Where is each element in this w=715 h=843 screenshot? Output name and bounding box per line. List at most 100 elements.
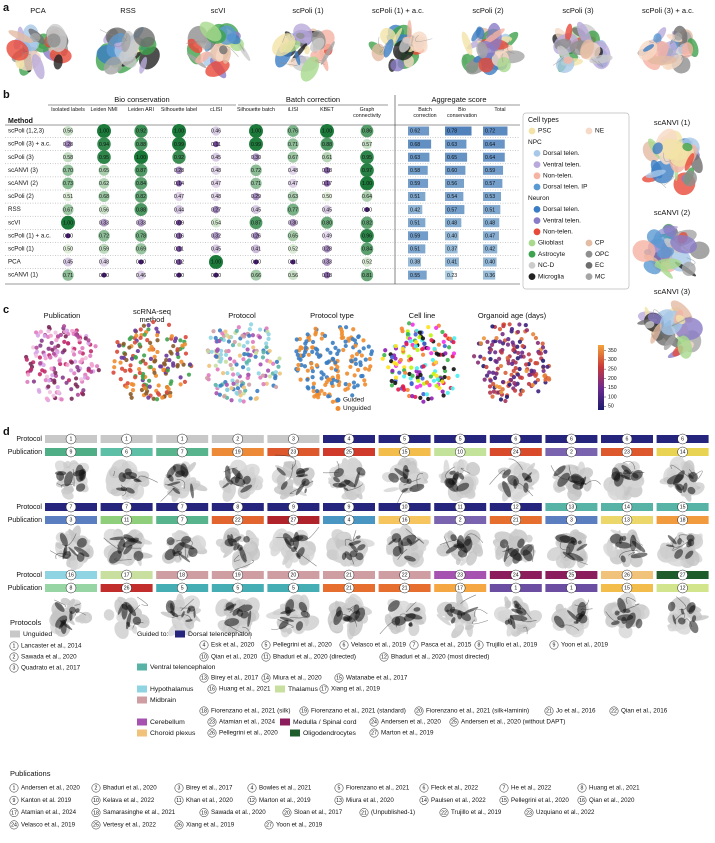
scatter-point (408, 339, 413, 344)
scatter-point (333, 345, 338, 350)
score-label: 0.30 (251, 155, 261, 161)
scatter-point (540, 358, 546, 363)
scatter-point (446, 345, 452, 350)
scatter-point (328, 350, 333, 355)
scatter-title: Cell line (409, 311, 436, 320)
legend-label: Fiorenzano et al., 2021 (silk) (211, 708, 290, 715)
umap-cluster (320, 41, 335, 65)
number-label: 6 (343, 643, 346, 649)
umap-embedding (436, 591, 489, 639)
number-label: 18 (201, 709, 207, 715)
scatter-point (178, 338, 183, 343)
legend-swatch (533, 150, 541, 157)
scatter-point (224, 333, 230, 338)
scatter-point (46, 346, 51, 351)
legend-swatch (585, 239, 593, 247)
scatter-point (434, 383, 439, 388)
scatter-point (298, 377, 303, 382)
umap-embedding (326, 529, 375, 567)
scatter-point (515, 356, 520, 361)
score-label: 0.82 (136, 194, 146, 200)
scatter-point (322, 333, 328, 339)
scatter-point (132, 340, 138, 345)
score-label: 0.88 (322, 142, 332, 148)
score-label: 0.23 (447, 273, 457, 279)
method-label: scANVI (3) (8, 167, 38, 174)
legend-label: Pasca et al., 2015 (421, 642, 472, 649)
score-label: 0.64 (485, 142, 495, 148)
number-label: 1 (13, 644, 16, 650)
legend-swatch (137, 729, 147, 737)
scatter-point (382, 353, 387, 358)
legend-label: Fiorenzano et al., 2021 (silk+laminin) (426, 708, 529, 715)
number-label: 9 (292, 505, 295, 511)
scatter-point (182, 379, 188, 384)
scatter-point (39, 338, 44, 343)
scatter-point (154, 326, 159, 331)
umap-cluster (272, 33, 296, 57)
umap-embedding (161, 529, 208, 564)
scatter-point (69, 360, 74, 365)
score-label: 0.70 (63, 168, 73, 174)
panel-label: c (3, 304, 9, 316)
umap-embedding (327, 593, 372, 640)
scatter-point (512, 388, 518, 393)
legend-label: Cerebellum (150, 719, 185, 726)
scatter-point (400, 346, 406, 351)
legend-label: Atamian et al., 2024 (21, 809, 77, 816)
legend-label: Birey et al., 2017 (186, 785, 233, 792)
scatter-point (533, 373, 538, 378)
umap-cluster (557, 45, 570, 60)
scatter-point (545, 364, 550, 369)
number-label: 12 (249, 798, 255, 804)
scatter-point (329, 366, 334, 371)
legend-label: Non-telen. (543, 173, 573, 180)
scatter-point (346, 336, 351, 341)
legend-swatch (137, 663, 147, 671)
number-label: 13 (569, 505, 575, 511)
scatter-point (125, 381, 130, 386)
scatter-point (535, 361, 540, 366)
scatter-point (276, 364, 281, 369)
umap-cluster (390, 59, 405, 72)
scatter-point (352, 338, 358, 343)
score-label: 0.92 (136, 129, 146, 135)
scatter-point (366, 344, 371, 349)
scatter-point (296, 362, 301, 368)
score-label: 0.65 (99, 168, 109, 174)
score-label: 0.00 (362, 207, 372, 213)
legend-label: Pellegrini et al., 2020 (219, 730, 278, 737)
legend-label: Dorsal telen. (543, 150, 580, 157)
scatter-point (247, 382, 252, 387)
scatter-point (481, 336, 487, 341)
umap-title: RSS (120, 6, 135, 15)
score-label: 0.48 (99, 260, 109, 266)
umap-trajectory (591, 58, 604, 67)
score-label: 0.28 (63, 142, 73, 148)
legend-label: NE (595, 128, 605, 135)
umap-cluster (304, 45, 310, 55)
legend-label: Huang et al., 2021 (219, 686, 271, 693)
scatter-point (48, 333, 53, 338)
scatter-point (482, 377, 487, 382)
number-label: 24 (513, 450, 519, 456)
scatter-point (414, 340, 419, 345)
score-label: 0.00 (211, 273, 221, 279)
scatter-point (535, 340, 540, 346)
umap-embedding (272, 23, 335, 82)
method-label: scVI (8, 219, 20, 226)
number-label: 7 (181, 518, 184, 524)
scatter-point (168, 393, 173, 399)
number-label: 4 (203, 643, 206, 649)
scatter-point (402, 387, 407, 392)
scatter-point (85, 376, 90, 381)
scatter-point (507, 382, 512, 387)
scatter-point (478, 354, 483, 359)
score-label: 0.56 (447, 181, 457, 187)
scatter-point (523, 322, 528, 328)
score-label: 0.71 (251, 181, 261, 187)
number-label: 8 (478, 643, 481, 649)
scatter-point (354, 351, 360, 357)
score-label: 0.46 (211, 129, 221, 135)
scatter-point (426, 325, 431, 330)
